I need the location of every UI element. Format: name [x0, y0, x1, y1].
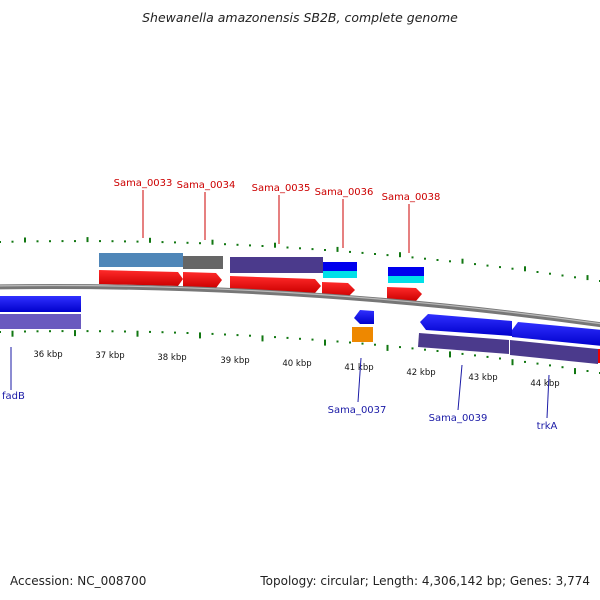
- feature-sama0036-cds: [322, 282, 355, 297]
- ruler-label-43: 43 kbp: [468, 373, 497, 383]
- ruler-label-41: 41 kbp: [344, 363, 373, 373]
- feature-sama0035-cds: [230, 276, 321, 293]
- ruler-label-39: 39 kbp: [220, 356, 249, 366]
- ruler-label-36: 36 kbp: [33, 350, 62, 360]
- feature-sama0038-cds: [387, 287, 422, 301]
- gene-label-sama0039[interactable]: Sama_0039: [429, 413, 488, 424]
- genome-backbone: [0, 284, 600, 328]
- top-gene-labels: Sama_0033 Sama_0034 Sama_0035 Sama_0036 …: [114, 178, 441, 253]
- feature-sama0036-bar: [323, 262, 357, 271]
- ruler-label-38: 38 kbp: [157, 353, 186, 363]
- ruler-label-44: 44 kbp: [530, 379, 559, 389]
- feature-fadb-bar: [0, 314, 81, 329]
- gene-label-sama0033[interactable]: Sama_0033: [114, 178, 173, 189]
- feature-sama0034-cds: [183, 272, 222, 288]
- feature-sama0034-bar: [183, 256, 223, 269]
- feature-sama0037-gene: [354, 310, 374, 324]
- accession-text: Accession: NC_008700: [10, 574, 147, 588]
- map-title: Shewanella amazonensis SB2B, complete ge…: [142, 10, 458, 25]
- feature-sama0033-bar: [99, 253, 183, 267]
- gene-label-sama0036[interactable]: Sama_0036: [315, 187, 374, 198]
- bottom-gene-labels: fadB Sama_0037 Sama_0039 trkA: [2, 347, 557, 432]
- feature-sama0039-bar: [418, 333, 509, 354]
- ruler-label-37: 37 kbp: [95, 351, 124, 361]
- inner-tick-ring: [0, 330, 600, 375]
- outer-tick-ring: [0, 237, 600, 282]
- gene-label-sama0038[interactable]: Sama_0038: [382, 192, 441, 203]
- feature-fadb-gene: [0, 296, 81, 312]
- feature-trka-bar: [510, 340, 598, 364]
- top-strand-features: [99, 253, 424, 301]
- bottom-strand-features: [0, 296, 600, 364]
- feature-sama0033-cds: [99, 270, 183, 286]
- ruler-label-42: 42 kbp: [406, 368, 435, 378]
- gene-label-fadb[interactable]: fadB: [2, 391, 25, 402]
- gene-label-sama0035[interactable]: Sama_0035: [252, 183, 311, 194]
- feature-sama0038-rna: [388, 276, 424, 283]
- feature-sama0037-rna: [352, 327, 373, 342]
- gene-label-trka[interactable]: trkA: [537, 421, 558, 432]
- gene-label-sama0034[interactable]: Sama_0034: [177, 180, 236, 191]
- gene-label-sama0037[interactable]: Sama_0037: [328, 405, 387, 416]
- ruler-label-40: 40 kbp: [282, 359, 311, 369]
- genome-summary-text: Topology: circular; Length: 4,306,142 bp…: [260, 574, 590, 588]
- feature-sama0038-bar: [388, 267, 424, 276]
- feature-sama0036-rna: [323, 271, 357, 278]
- feature-sama0039-gene: [420, 314, 512, 336]
- feature-trka-gene: [512, 322, 600, 346]
- feature-sama0035-bar: [230, 257, 323, 273]
